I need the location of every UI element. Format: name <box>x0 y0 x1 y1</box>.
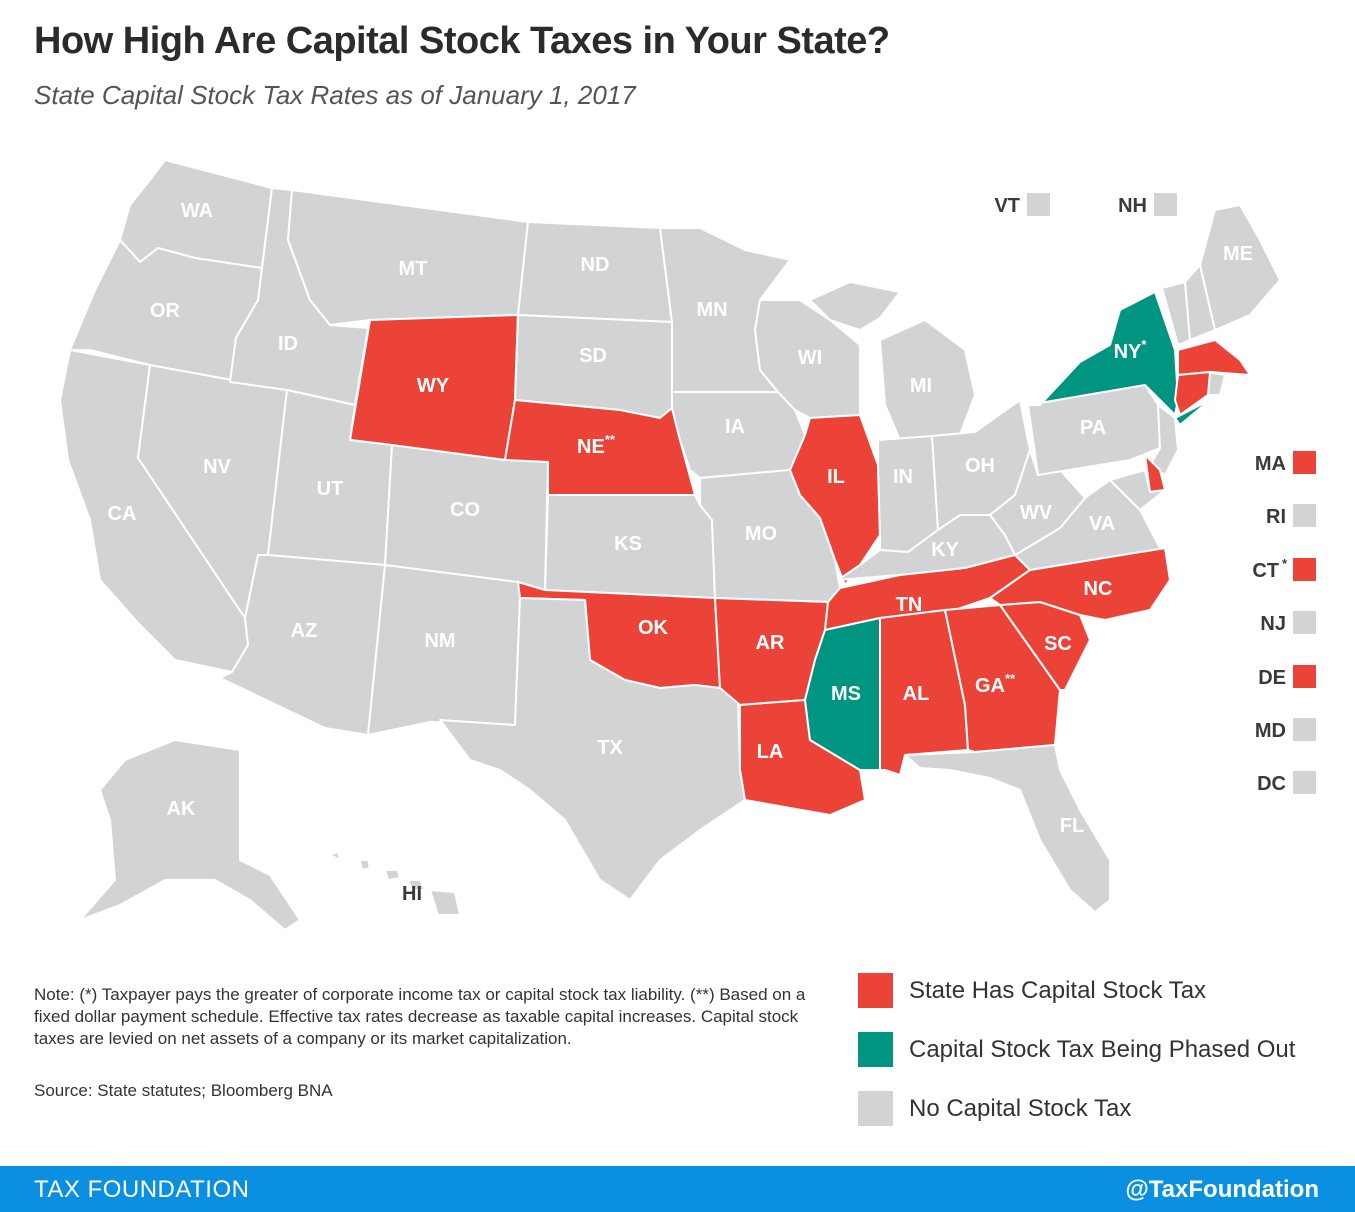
state-label-wv: WV <box>1020 502 1053 524</box>
state-label-nm: NM <box>424 630 455 652</box>
small-state-box-ma <box>1293 451 1316 474</box>
small-state-box-nj <box>1293 611 1316 634</box>
state-label-in: IN <box>893 466 913 488</box>
small-state-label-ri: RI <box>1266 506 1286 528</box>
state-nj <box>1149 404 1179 476</box>
state-tx <box>439 597 746 901</box>
small-state-box-de <box>1293 665 1316 688</box>
map-note: Note: (*) Taxpayer pays the greater of c… <box>34 985 806 1048</box>
state-hi <box>329 851 461 916</box>
legend-label-no-tax: No Capital Stock Tax <box>909 1094 1132 1122</box>
state-label-wi: WI <box>798 347 822 369</box>
small-state-box-ct <box>1293 558 1316 581</box>
state-ak <box>79 739 301 931</box>
small-state-label-dc: DC <box>1257 773 1286 795</box>
state-label-co: CO <box>450 499 480 521</box>
small-state-label-de: DE <box>1258 667 1286 689</box>
small-state-label-ma: MA <box>1255 453 1286 475</box>
state-label-or: OR <box>150 300 181 322</box>
small-state-box-ri <box>1293 504 1316 527</box>
small-state-label-md: MD <box>1255 720 1286 742</box>
state-label-ar: AR <box>756 632 785 654</box>
small-state-label-vt: VT <box>994 195 1020 217</box>
small-state-box-dc <box>1293 771 1316 794</box>
small-state-label-nj: NJ <box>1260 613 1286 635</box>
state-label-nc: NC <box>1084 578 1113 600</box>
state-label-wy: WY <box>417 375 450 397</box>
state-label-mn: MN <box>696 299 727 321</box>
state-label-oh: OH <box>965 455 995 477</box>
state-label-me: ME <box>1223 243 1253 265</box>
state-label-sc: SC <box>1044 633 1072 655</box>
state-label-ky: KY <box>931 539 959 561</box>
state-label-mi: MI <box>910 375 932 397</box>
state-label-va: VA <box>1089 513 1115 535</box>
state-ct <box>1174 371 1211 416</box>
legend-item-phased-out: Capital Stock Tax Being Phased Out <box>858 1032 1295 1067</box>
small-state-label-ct: CT <box>1252 560 1279 582</box>
state-fl <box>904 744 1111 913</box>
state-label-mo: MO <box>745 523 777 545</box>
state-label-ok: OK <box>638 617 669 639</box>
state-label-la: LA <box>757 741 784 763</box>
state-label-tn: TN <box>896 594 923 616</box>
state-label-wa: WA <box>181 200 213 222</box>
state-in <box>877 435 939 553</box>
legend-item-has-tax: State Has Capital Stock Tax <box>858 973 1206 1008</box>
legend-item-no-tax: No Capital Stock Tax <box>858 1091 1131 1126</box>
state-il <box>789 414 881 586</box>
state-md <box>1109 469 1166 511</box>
state-label-ks: KS <box>614 533 642 555</box>
small-state-box-nh <box>1154 193 1177 216</box>
state-label-il: IL <box>827 466 845 488</box>
footer-bar: TAX FOUNDATION @TaxFoundation <box>0 1166 1355 1212</box>
small-state-box-vt <box>1027 193 1050 216</box>
state-label-tx: TX <box>597 737 623 759</box>
state-ma <box>1177 339 1251 376</box>
legend-swatch-phased-out <box>858 1032 893 1067</box>
state-label-hi: HI <box>402 883 422 905</box>
state-label-ut: UT <box>317 478 344 500</box>
small-state-sup-ct: * <box>1282 556 1288 571</box>
state-me <box>1199 204 1281 331</box>
map-subtitle: State Capital Stock Tax Rates as of Janu… <box>34 80 636 110</box>
state-label-al: AL <box>903 683 930 705</box>
map-title: How High Are Capital Stock Taxes in Your… <box>34 20 890 62</box>
state-label-nv: NV <box>203 456 231 478</box>
state-label-az: AZ <box>291 620 318 642</box>
state-label-id: ID <box>278 333 298 355</box>
state-label-ms: MS <box>831 683 861 705</box>
legend-label-phased-out: Capital Stock Tax Being Phased Out <box>909 1035 1296 1063</box>
state-label-pa: PA <box>1080 417 1106 439</box>
footer-handle: @TaxFoundation <box>1125 1176 1319 1203</box>
state-label-ak: AK <box>167 798 196 820</box>
state-label-nd: ND <box>581 254 610 276</box>
small-state-box-md <box>1293 718 1316 741</box>
state-label-sd: SD <box>579 345 607 367</box>
small-state-label-nh: NH <box>1118 195 1147 217</box>
footer-brand: TAX FOUNDATION <box>34 1176 250 1203</box>
map-source: Source: State statutes; Bloomberg BNA <box>34 1081 333 1100</box>
state-label-mt: MT <box>399 258 428 280</box>
state-ny <box>1027 291 1211 426</box>
legend-swatch-has-tax <box>858 973 893 1008</box>
state-ne <box>504 399 696 496</box>
state-label-fl: FL <box>1060 815 1084 837</box>
state-label-ca: CA <box>108 503 137 525</box>
state-wv <box>989 449 1086 556</box>
legend-label-has-tax: State Has Capital Stock Tax <box>909 976 1207 1004</box>
legend-swatch-no-tax <box>858 1091 893 1126</box>
state-label-ia: IA <box>725 416 745 438</box>
